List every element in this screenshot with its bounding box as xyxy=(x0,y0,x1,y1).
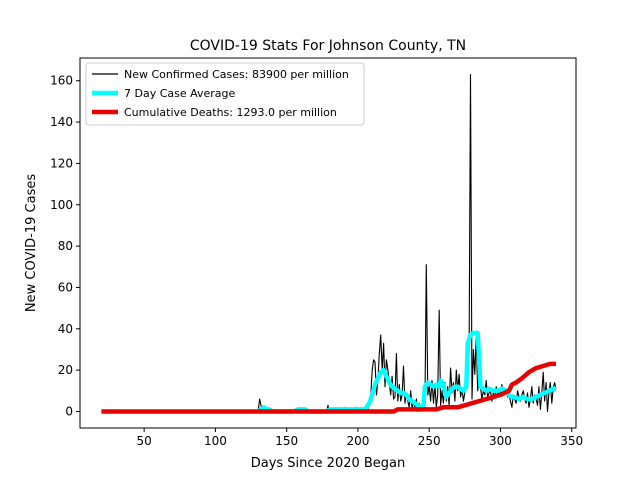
y-axis-label: New COVID-19 Cases xyxy=(24,174,39,312)
x-tick-label: 50 xyxy=(136,434,151,448)
series-lines xyxy=(101,73,557,414)
x-tick-label: 250 xyxy=(418,434,441,448)
y-tick-label: 80 xyxy=(58,239,73,253)
y-tick-label: 120 xyxy=(50,156,73,170)
legend-box xyxy=(85,62,365,126)
y-tick-label: 140 xyxy=(50,115,73,129)
x-tick-label: 300 xyxy=(489,434,512,448)
x-axis: 50 100 150 200 250 300 350 xyxy=(136,428,583,448)
y-tick-label: 0 xyxy=(65,404,73,418)
y-axis: 0 20 40 60 80 100 120 140 160 xyxy=(50,74,80,418)
legend-label-new-cases: New Confirmed Cases: 83900 per million xyxy=(124,68,349,81)
y-tick-label: 60 xyxy=(58,280,73,294)
series-line-cumulative-deaths xyxy=(101,361,556,414)
x-axis-label: Days Since 2020 Began xyxy=(251,456,406,471)
x-tick-label: 350 xyxy=(560,434,583,448)
y-tick-label: 100 xyxy=(50,198,73,212)
legend: New Confirmed Cases: 83900 per million 7… xyxy=(85,62,365,126)
y-tick-label: 20 xyxy=(58,363,73,377)
x-tick-label: 200 xyxy=(346,434,369,448)
legend-label-7day-average: 7 Day Case Average xyxy=(124,87,236,100)
x-tick-label: 100 xyxy=(204,434,227,448)
x-tick-label: 150 xyxy=(275,434,298,448)
chart-title: COVID-19 Stats For Johnson County, TN xyxy=(190,38,466,54)
y-tick-label: 160 xyxy=(50,74,73,88)
legend-label-cumulative-deaths: Cumulative Deaths: 1293.0 per million xyxy=(124,106,337,119)
y-tick-label: 40 xyxy=(58,322,73,336)
